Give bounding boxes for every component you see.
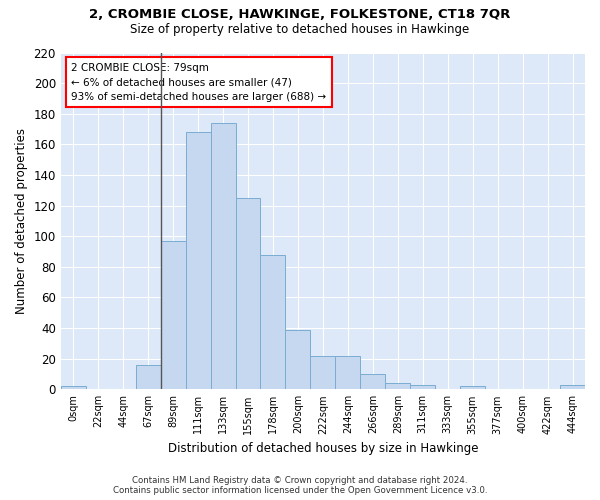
Bar	[260, 254, 286, 390]
Bar	[410, 384, 435, 390]
Bar	[236, 198, 260, 390]
Text: Contains HM Land Registry data © Crown copyright and database right 2024.
Contai: Contains HM Land Registry data © Crown c…	[113, 476, 487, 495]
Bar	[61, 386, 86, 390]
Text: 2 CROMBIE CLOSE: 79sqm
← 6% of detached houses are smaller (47)
93% of semi-deta: 2 CROMBIE CLOSE: 79sqm ← 6% of detached …	[71, 62, 326, 102]
X-axis label: Distribution of detached houses by size in Hawkinge: Distribution of detached houses by size …	[167, 442, 478, 455]
Bar	[161, 241, 185, 390]
Bar	[211, 123, 236, 390]
Bar	[310, 356, 335, 390]
Bar	[361, 374, 385, 390]
Bar	[335, 356, 361, 390]
Bar	[286, 330, 310, 390]
Bar	[136, 365, 161, 390]
Bar	[460, 386, 485, 390]
Text: 2, CROMBIE CLOSE, HAWKINGE, FOLKESTONE, CT18 7QR: 2, CROMBIE CLOSE, HAWKINGE, FOLKESTONE, …	[89, 8, 511, 20]
Bar	[185, 132, 211, 390]
Text: Size of property relative to detached houses in Hawkinge: Size of property relative to detached ho…	[130, 22, 470, 36]
Y-axis label: Number of detached properties: Number of detached properties	[15, 128, 28, 314]
Bar	[385, 383, 410, 390]
Bar	[560, 384, 585, 390]
